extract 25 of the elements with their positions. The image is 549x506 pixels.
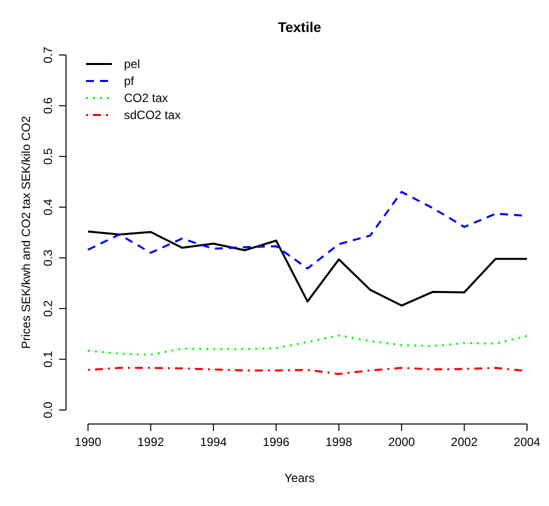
y-tick-label: 0.7	[41, 46, 55, 64]
legend-label: pf	[124, 74, 135, 88]
legend-label: CO2 tax	[124, 91, 168, 105]
y-tick-label: 0.4	[41, 198, 55, 216]
x-tick-label: 1992	[137, 435, 164, 449]
y-tick-label: 0.6	[41, 97, 55, 114]
y-tick-label: 0.2	[41, 300, 55, 317]
line-series	[87, 230, 528, 307]
y-tick-label: 0.3	[41, 249, 55, 266]
legend-label: pel	[124, 57, 140, 71]
x-tick-label: 2004	[514, 435, 541, 449]
line-series	[87, 334, 528, 356]
y-tick-label: 0.5	[41, 148, 55, 165]
x-tick-label: 2000	[388, 435, 416, 449]
y-axis-title: Prices SEK/kwh and CO2 tax SEK/kilo CO2	[19, 116, 33, 349]
x-tick-label: 1998	[326, 435, 353, 449]
x-tick-label: 2002	[450, 435, 478, 449]
x-tick-label: 1994	[200, 435, 228, 449]
x-tick-label: 1990	[74, 435, 102, 449]
y-tick-label: 0.0	[41, 401, 55, 418]
legend-label: sdCO2 tax	[124, 108, 181, 122]
x-tick-label: 1996	[262, 435, 290, 449]
y-tick-label: 0.1	[41, 350, 55, 368]
chart-title: Textile	[278, 19, 322, 35]
x-axis-title: Years	[284, 471, 315, 485]
